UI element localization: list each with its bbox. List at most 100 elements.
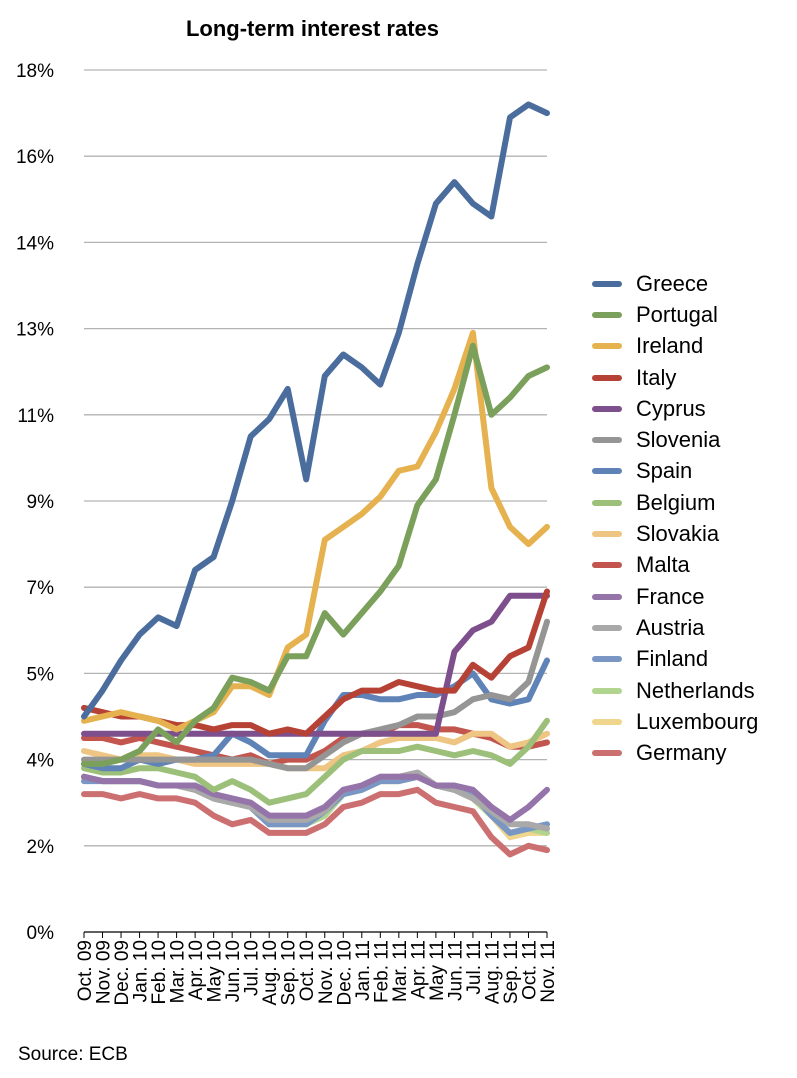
x-tick-label: May 11 (427, 940, 448, 1001)
legend-label: Finland (636, 646, 709, 672)
legend-item: Germany (592, 737, 758, 768)
source-note: Source: ECB (18, 1044, 128, 1065)
legend-swatch (592, 280, 622, 287)
x-tick-label: Dec. 09 (112, 940, 133, 1005)
legend-swatch (592, 343, 622, 350)
x-tick-label: Sep. 11 (501, 940, 522, 1004)
series-line-germany (81, 786, 550, 858)
x-tick-label: Mar. 11 (390, 940, 411, 1002)
series-line-ireland (81, 329, 550, 733)
chart-title: Long-term interest rates (185, 16, 440, 41)
x-tick-label: Oct. 11 (519, 940, 540, 1000)
y-tick-label: 18% (16, 61, 54, 82)
y-tick-label: 2% (27, 837, 55, 858)
x-tick-label: Nov. 10 (316, 940, 337, 1004)
x-tick-label: Jan. 11 (353, 940, 374, 1001)
x-tick-label: Apr. 11 (408, 940, 429, 999)
legend-item: Greece (592, 268, 758, 299)
legend-label: Germany (636, 740, 727, 766)
x-tick-label: Jul. 10 (242, 940, 263, 996)
series-line-portugal (81, 342, 550, 767)
legend-swatch (592, 718, 622, 725)
legend-item: Austria (592, 612, 758, 643)
y-tick-label: 4% (27, 751, 55, 772)
legend-swatch (592, 531, 622, 538)
legend-item: Cyprus (592, 393, 758, 424)
legend-swatch (592, 750, 622, 757)
x-tick-label: May 10 (205, 940, 226, 1002)
series-line-france (81, 773, 550, 823)
legend: Greece Portugal Ireland Italy Cyprus Slovenia… (592, 268, 758, 769)
legend-swatch (592, 374, 622, 381)
legend-label: Netherlands (636, 677, 755, 703)
x-tick-label: Dec. 10 (334, 940, 355, 1005)
y-tick-label: 11% (17, 406, 54, 427)
x-tick-label: Feb. 10 (149, 940, 170, 1004)
legend-item: Finland (592, 644, 758, 675)
legend-item: Slovakia (592, 518, 758, 549)
legend-item: Luxembourg (592, 706, 758, 737)
legend-label: Luxembourg (636, 708, 759, 734)
legend-swatch (592, 437, 622, 444)
legend-label: Austria (636, 614, 705, 640)
legend-swatch (592, 405, 622, 412)
y-tick-label: 14% (16, 233, 54, 254)
x-tick-label: Mar. 10 (168, 940, 189, 1003)
y-tick-label: 16% (16, 147, 54, 168)
x-tick-label: Aug. 11 (482, 940, 503, 1004)
legend-label: France (636, 583, 705, 609)
legend-swatch (592, 311, 622, 318)
legend-swatch (592, 499, 622, 506)
legend-label: Slovakia (636, 521, 720, 547)
x-tick-label: Oct. 09 (75, 940, 96, 1001)
series-line-spain (81, 657, 550, 772)
x-tick-label: Jun. 10 (223, 940, 244, 1002)
legend-item: Netherlands (592, 675, 758, 706)
legend-item: Slovenia (592, 424, 758, 455)
legend-swatch (592, 468, 622, 475)
legend-swatch (592, 624, 622, 631)
legend-label: Ireland (636, 333, 704, 359)
x-tick-label: Jan. 10 (131, 940, 152, 1002)
y-axis-tick-labels: 0% 2% 4% 5% 7% 9% 11% 13% 14% 16% 18% (16, 61, 54, 944)
legend-label: Belgium (636, 489, 716, 515)
x-tick-label: Aug. 10 (260, 940, 281, 1006)
legend-item: Ireland (592, 331, 758, 362)
y-tick-label: 5% (27, 664, 55, 685)
legend-item: Belgium (592, 487, 758, 518)
legend-item: Portugal (592, 299, 758, 330)
legend-label: Cyprus (636, 395, 706, 421)
legend-label: Italy (636, 364, 677, 390)
x-tick-label: Sep. 10 (279, 940, 300, 1006)
x-tick-label: Feb. 11 (371, 940, 392, 1003)
series-line-belgium (81, 717, 550, 806)
series-line-greece (81, 101, 550, 720)
y-tick-label: 13% (16, 320, 54, 341)
legend-item: Malta (592, 550, 758, 581)
legend-label: Slovenia (636, 427, 721, 453)
series-lines (81, 101, 550, 858)
legend-label: Portugal (636, 301, 718, 327)
x-tick-label: Oct. 10 (297, 940, 318, 1001)
legend-swatch (592, 562, 622, 569)
legend-label: Spain (636, 458, 693, 484)
series-line-slovenia (81, 618, 550, 772)
x-tick-label: Jul. 11 (464, 940, 485, 995)
y-tick-label: 9% (27, 492, 55, 513)
x-tick-label: Jun. 11 (445, 940, 466, 1001)
legend-swatch (592, 656, 622, 663)
legend-swatch (592, 687, 622, 694)
x-tick-label: Nov. 11 (538, 940, 559, 1003)
x-tick-label: Apr. 10 (186, 940, 207, 1000)
y-tick-label: 7% (27, 578, 55, 599)
x-tick-label: Nov. 09 (94, 940, 115, 1004)
legend-label: Malta (636, 552, 690, 578)
legend-swatch (592, 593, 622, 600)
legend-label: Greece (636, 270, 709, 296)
legend-item: Spain (592, 456, 758, 487)
legend-item: Italy (592, 362, 758, 393)
legend-item: France (592, 581, 758, 612)
y-tick-label: 0% (27, 923, 55, 944)
